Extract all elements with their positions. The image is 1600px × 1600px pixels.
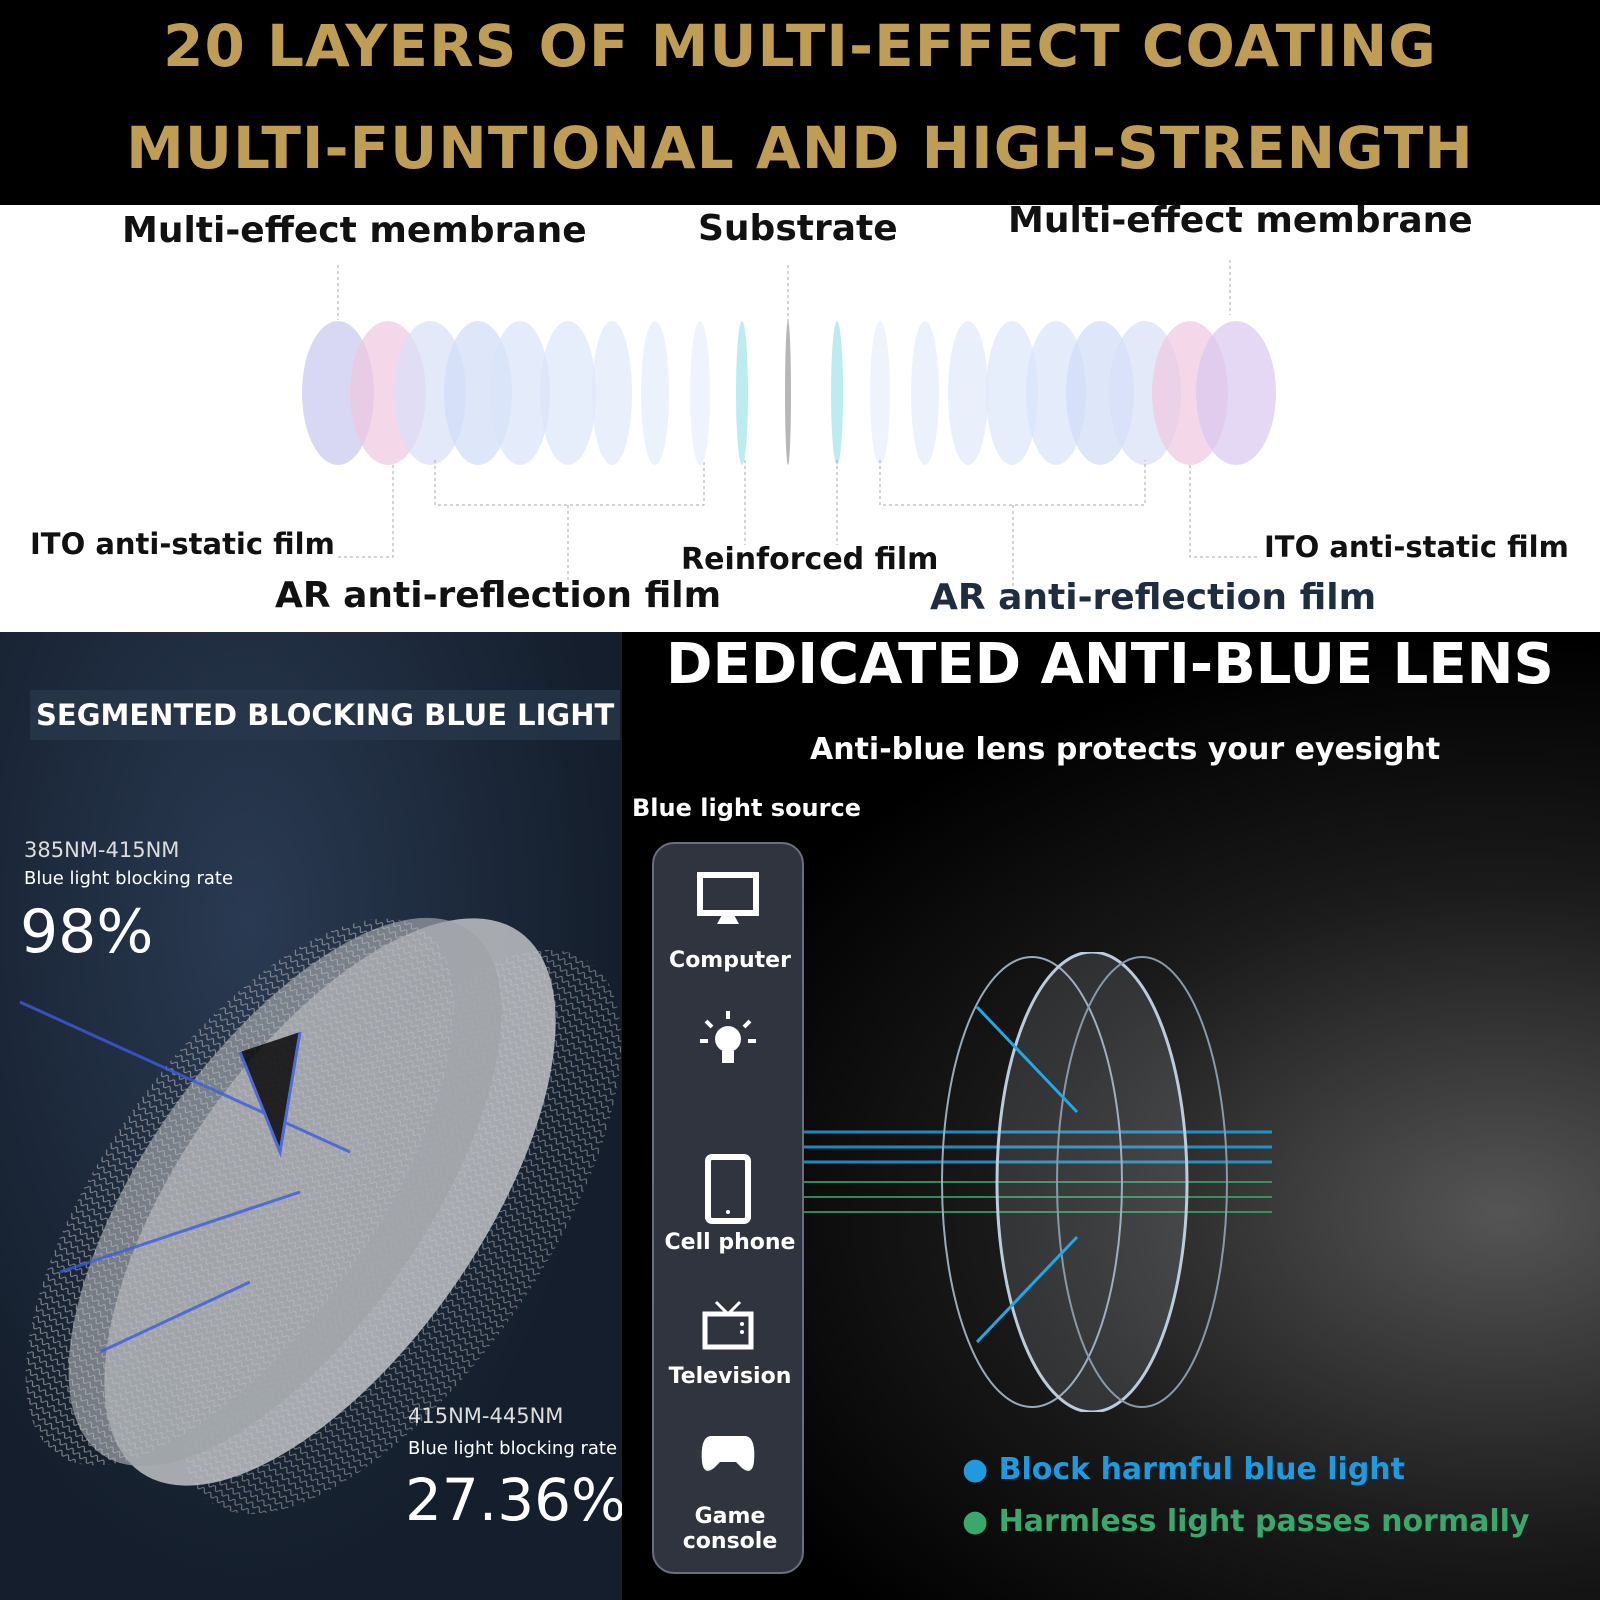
label-left-membrane: Multi-effect membrane xyxy=(122,210,587,251)
legend-pass: ● Harmless light passes normally xyxy=(962,1504,1530,1539)
label-substrate: Substrate xyxy=(698,208,898,249)
legend-block-text: Block harmful blue light xyxy=(998,1452,1406,1487)
antiblue-title: DEDICATED ANTI-BLUE LENS xyxy=(666,632,1554,697)
lens-eye-graphic xyxy=(792,952,1272,1412)
segmented-blocking-panel: SEGMENTED BLOCKING BLUE LIGHT 385NM-415N… xyxy=(0,632,626,1600)
label-reinforced: Reinforced film xyxy=(681,542,939,577)
monitor-icon xyxy=(697,872,759,924)
lens-layer xyxy=(540,321,596,465)
band1-label: Blue light blocking rate xyxy=(24,868,234,889)
legend-pass-text: Harmless light passes normally xyxy=(998,1504,1530,1539)
lens-layer xyxy=(1196,321,1276,465)
lens-layer xyxy=(911,321,939,465)
label-ar-left: AR anti-reflection film xyxy=(275,575,722,616)
band2-rate: 27.36% xyxy=(405,1466,627,1534)
lens-layer xyxy=(592,321,632,465)
label-ito-right: ITO anti-static film xyxy=(1264,530,1569,564)
segmented-title: SEGMENTED BLOCKING BLUE LIGHT xyxy=(30,690,621,740)
phone-icon xyxy=(705,1154,751,1224)
lens-layer xyxy=(690,321,710,465)
lens-layer xyxy=(785,321,791,465)
lens-layer xyxy=(394,321,466,465)
lens-layers-graphic xyxy=(302,260,1276,590)
band2-range: 415NM-445NM xyxy=(408,1404,564,1428)
lens-layer xyxy=(948,321,988,465)
header-banner: 20 LAYERS OF MULTI-EFFECT COATING MULTI-… xyxy=(0,0,1600,205)
lens-layer xyxy=(831,321,843,465)
legend-block: ● Block harmful blue light xyxy=(962,1452,1406,1487)
lens-blocking-graphic xyxy=(19,917,622,1514)
source-label: Blue light source xyxy=(632,794,861,822)
headline-1: 20 LAYERS OF MULTI-EFFECT COATING xyxy=(163,12,1437,80)
band1-rate: 98% xyxy=(20,897,154,967)
source-game-console: Game console xyxy=(682,1504,778,1554)
tv-icon xyxy=(702,1300,754,1350)
label-ito-left: ITO anti-static film xyxy=(30,527,335,561)
label-ar-right: AR anti-reflection film xyxy=(930,577,1377,618)
lens-layer xyxy=(490,321,550,465)
blue-light-sources-panel: Computer Cell phone Television Game cons… xyxy=(652,842,804,1574)
lens-layer xyxy=(986,321,1038,465)
band1-range: 385NM-415NM xyxy=(24,838,180,862)
layer-diagram: Multi-effect membrane Substrate Multi-ef… xyxy=(0,200,1600,632)
gamepad-icon xyxy=(701,1436,755,1471)
lens-layer xyxy=(870,321,890,465)
band2-label: Blue light blocking rate xyxy=(408,1438,618,1459)
source-television: Television xyxy=(668,1364,792,1389)
source-computer: Computer xyxy=(669,948,791,973)
lens-layer xyxy=(736,321,748,465)
lens-layer xyxy=(641,321,669,465)
antiblue-subtitle: Anti-blue lens protects your eyesight xyxy=(810,732,1441,767)
headline-2: MULTI-FUNTIONAL AND HIGH-STRENGTH xyxy=(126,114,1474,182)
source-cell-phone: Cell phone xyxy=(664,1230,796,1255)
light-bulb-icon xyxy=(700,1011,756,1063)
label-right-membrane: Multi-effect membrane xyxy=(1008,200,1473,241)
